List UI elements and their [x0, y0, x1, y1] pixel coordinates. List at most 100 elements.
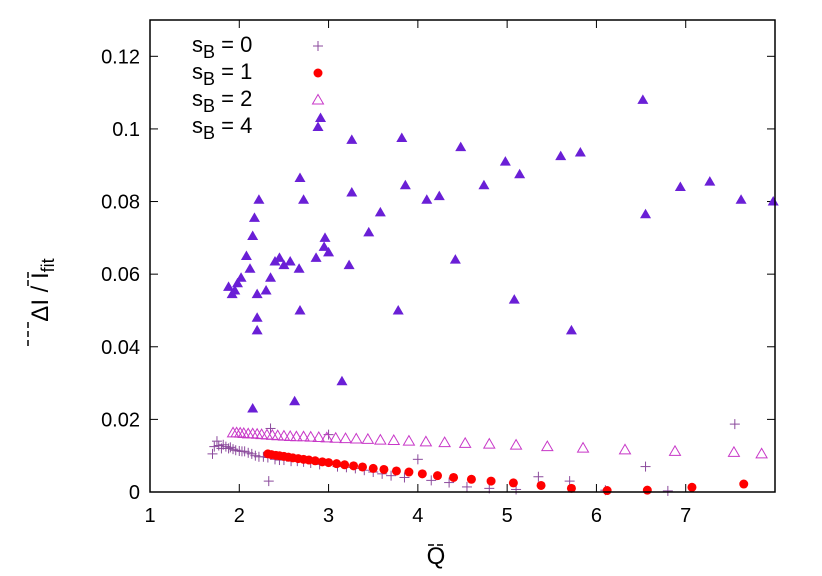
data-point-sb2 [618, 443, 632, 455]
data-point-sb2 [419, 435, 433, 447]
data-point-sb1 [687, 482, 697, 492]
data-point-sb4 [318, 241, 330, 251]
data-point-sb4 [704, 176, 716, 186]
data-point-sb1 [340, 460, 350, 470]
legend: sB = 0 sB = 1 sB = 2 sB = 4 [192, 32, 325, 143]
data-point-sb2 [482, 437, 496, 449]
data-point-sb4 [319, 232, 331, 242]
x-tick-label: 4 [412, 505, 423, 527]
data-point-sb4 [294, 172, 306, 182]
data-point-sb4 [640, 208, 652, 219]
x-tick-label: 2 [234, 505, 245, 527]
data-point-sb4 [508, 294, 520, 304]
data-point-sb0 [218, 439, 229, 450]
y-axis-title-main: ΔI / I [27, 272, 54, 321]
data-point-sb2 [290, 430, 303, 442]
data-point-sb1 [379, 464, 389, 474]
data-point-sb4 [251, 312, 263, 322]
y-tick-label: 0 [129, 482, 140, 504]
y-tick-label: 0.1 [112, 119, 140, 141]
data-point-sb4 [293, 263, 305, 273]
data-point-sb0 [533, 471, 544, 482]
data-point-sb2 [387, 433, 401, 445]
data-point-sb2 [271, 429, 285, 441]
data-point-sb4 [392, 304, 404, 315]
data-point-sb4 [767, 196, 779, 206]
legend-label-sb2: sB = 2 [192, 86, 252, 116]
data-point-sb2 [458, 436, 472, 448]
data-point-sb2 [373, 433, 387, 445]
data-point-sb4 [449, 254, 461, 264]
data-point-sb1 [536, 480, 546, 490]
y-axis-title-group: ΔI / Ifit [27, 258, 58, 346]
y-tick-label: 0.02 [101, 409, 140, 431]
data-point-sb4 [455, 141, 467, 152]
data-point-sb1 [368, 463, 378, 473]
y-tick-label: 0.08 [101, 192, 140, 214]
data-point-sb2 [283, 429, 297, 441]
x-tick-label: 3 [323, 505, 334, 527]
legend-marker-symbol-sb1 [313, 68, 323, 78]
data-point-sb2 [438, 436, 452, 448]
data-point-sb1 [602, 486, 612, 496]
legend-marker-symbol-sb4 [312, 121, 324, 131]
x-axis-title-group: Q [427, 543, 446, 570]
data-point-sb4 [574, 147, 586, 157]
data-point-sb1 [358, 462, 367, 472]
legend-marker-symbol-sb0 [313, 41, 323, 51]
data-point-sb4 [273, 252, 285, 262]
data-point-sb1 [332, 459, 342, 469]
data-point-sb4 [310, 252, 322, 262]
legend-marker-sb2 [311, 93, 325, 105]
data-point-sb4 [433, 190, 445, 201]
data-point-sb1 [349, 461, 359, 471]
data-point-sb2 [329, 431, 343, 443]
x-tick-label: 1 [144, 505, 155, 527]
data-point-sb1 [566, 483, 576, 493]
data-point-sb4 [229, 284, 241, 295]
x-tick-label: 7 [680, 505, 691, 527]
data-point-sb2 [727, 445, 741, 457]
data-point-sb4 [251, 324, 263, 335]
data-point-sb4 [674, 181, 686, 192]
data-point-sb4 [499, 156, 511, 166]
series-sb2 [226, 426, 768, 459]
data-point-sb1 [310, 456, 320, 466]
data-point-sb4 [278, 259, 290, 270]
x-tick-label: 5 [502, 505, 513, 527]
series-sb1 [263, 449, 749, 496]
data-point-sb2 [509, 438, 523, 450]
data-point-sb4 [294, 304, 306, 315]
y-axis-title: ΔI / Ifit [27, 258, 58, 321]
data-point-sb1 [508, 478, 518, 488]
tick-labels: 1 2 3 4 5 6 7 0 0.02 0.04 0.06 0.08 0.1 0.12 [101, 46, 691, 527]
data-point-sb2 [755, 447, 768, 459]
data-point-sb1 [642, 485, 652, 495]
plot-frame [149, 19, 776, 493]
legend-entry-sb4: sB = 4 [192, 113, 324, 143]
data-point-sb2 [540, 440, 554, 452]
data-point-sb4 [260, 284, 272, 295]
x-axis-title: Q [427, 543, 446, 570]
data-point-sb4 [248, 212, 260, 222]
data-point-sb4 [240, 250, 252, 260]
data-point-sb0 [220, 441, 231, 452]
legend-entry-sb1: sB = 1 [192, 59, 323, 89]
data-point-sb1 [449, 472, 459, 482]
data-point-sb2 [297, 430, 310, 442]
series-sb4 [223, 94, 779, 413]
data-point-sb4 [336, 375, 348, 386]
data-point-sb1 [486, 476, 496, 486]
data-point-sb4 [565, 324, 577, 335]
data-point-sb2 [349, 432, 363, 444]
y-axis-title-subscript: fit [38, 258, 58, 272]
data-point-sb1 [433, 471, 442, 481]
legend-marker-sb1 [313, 68, 323, 78]
legend-entry-sb2: sB = 2 [192, 86, 325, 116]
legend-label-sb0: sB = 0 [192, 32, 252, 62]
data-point-sb2 [361, 432, 375, 444]
data-point-sb0 [640, 461, 651, 472]
data-point-sb2 [312, 431, 326, 443]
data-point-sb4 [235, 272, 247, 282]
